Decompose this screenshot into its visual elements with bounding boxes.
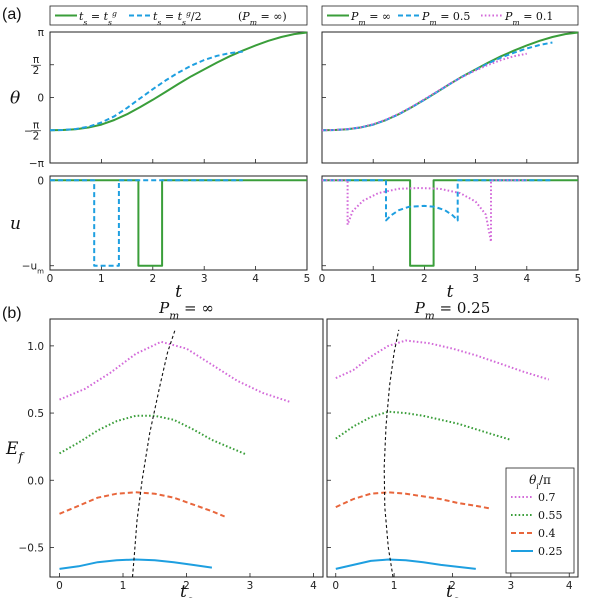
b-left-series-0-25 bbox=[59, 558, 213, 570]
legend-b-label-0: 0.7 bbox=[538, 491, 556, 504]
b-right-series-0-55 bbox=[335, 410, 512, 441]
a-bottom-right-xtick-label: 5 bbox=[575, 273, 582, 285]
b-left-ytick-label: 0.0 bbox=[27, 475, 44, 487]
b-left-ytick-label: −0.5 bbox=[19, 542, 45, 554]
b-right-series-guide bbox=[383, 329, 400, 578]
b-left-series-guide bbox=[131, 329, 176, 578]
legend-b-frame bbox=[505, 467, 575, 574]
a-top-left-axes-frame bbox=[49, 31, 308, 164]
b-right-xtick-label: 4 bbox=[566, 580, 573, 592]
b-right-title: Pm = 0.25 bbox=[414, 299, 491, 322]
legend-b-label-1: 0.55 bbox=[538, 509, 563, 522]
a-bottom-right-xtick-label: 0 bbox=[319, 273, 326, 285]
b-left-series-0-7 bbox=[59, 340, 292, 404]
a-bottom-left-xtick-label: 5 bbox=[304, 273, 311, 285]
a-bottom-right-series-p-m- bbox=[322, 179, 578, 267]
b-right-xtick-label: 0 bbox=[332, 580, 339, 592]
a-bottom-left-series-t-s-t-s-g bbox=[50, 179, 307, 267]
b-left-ytick-label: 0.5 bbox=[27, 408, 44, 420]
a-top-right-series-p-m-0-5 bbox=[321, 41, 553, 132]
b-left-xtick-label: 0 bbox=[56, 580, 63, 592]
b-right-xtick-label: 1 bbox=[391, 580, 398, 592]
b-left-series-0-55 bbox=[59, 414, 248, 456]
a-bottom-left-ytick-label: −um bbox=[22, 261, 44, 276]
a-top-left-ylabel: θ bbox=[10, 89, 20, 109]
a-top-right-axes-frame bbox=[321, 31, 579, 164]
a-bottom-right-xtick-label: 2 bbox=[421, 273, 428, 285]
b-left-ytick-label: 1.0 bbox=[27, 341, 44, 353]
b-right-xtick-label: 2 bbox=[449, 580, 456, 592]
a-bottom-right-xtick-label: 3 bbox=[472, 273, 479, 285]
b-left-xtick-label: 2 bbox=[183, 580, 190, 592]
a-top-left-ytick-label: − bbox=[24, 125, 33, 137]
b-left-series-0-4 bbox=[59, 491, 225, 518]
legend-b-label-2: 0.4 bbox=[538, 527, 556, 540]
legend-a-right-label-inf: Pm = ∞ bbox=[350, 10, 391, 27]
b-right-series-0-4 bbox=[335, 491, 491, 510]
a-top-left-ytick-label: π bbox=[33, 119, 40, 131]
legend-b-title: θi/π bbox=[529, 473, 551, 491]
b-right-xlabel: ts bbox=[446, 582, 459, 598]
legend-a-right-label-01: Pm = 0.1 bbox=[504, 10, 553, 27]
a-top-left-ytick-label: 2 bbox=[33, 130, 40, 142]
a-bottom-right-series-p-m-0-1 bbox=[322, 179, 527, 243]
a-top-right-series-p-m- bbox=[321, 31, 579, 132]
a-top-right-series-p-m-0-1 bbox=[321, 52, 527, 132]
legend-a-left-label-tsg2: ts = tsg/2 bbox=[153, 9, 202, 27]
legend-a-right-frame bbox=[321, 5, 579, 26]
b-left-xlabel: ts bbox=[180, 582, 193, 598]
a-bottom-left-xtick-label: 4 bbox=[252, 273, 259, 285]
b-left-ylabel: Ef bbox=[5, 439, 25, 464]
legend-a-left-note: (Pm = ∞) bbox=[238, 10, 287, 27]
b-left-title: Pm = ∞ bbox=[158, 299, 214, 322]
a-bottom-left-axes-frame bbox=[49, 175, 308, 271]
a-bottom-right-xtick-label: 4 bbox=[523, 273, 530, 285]
a-top-left-ytick-label: π bbox=[38, 27, 45, 39]
b-left-axes-frame bbox=[49, 318, 324, 578]
b-right-xtick-label: 3 bbox=[508, 580, 515, 592]
b-left-xtick-label: 4 bbox=[310, 580, 317, 592]
a-bottom-left-ylabel: u bbox=[10, 214, 21, 234]
a-top-left-series-t-s-t-s-g-2 bbox=[49, 50, 243, 132]
legend-a-left-frame bbox=[49, 5, 308, 26]
panel-label-a: (a) bbox=[2, 6, 22, 23]
a-top-left-ytick-label: 2 bbox=[33, 65, 40, 77]
legend-a-left-label-tsg: ts = tsg bbox=[79, 9, 117, 27]
b-left-xtick-label: 1 bbox=[120, 580, 127, 592]
a-bottom-right-xlabel: t bbox=[447, 282, 454, 302]
a-bottom-right-axes-frame bbox=[321, 175, 579, 271]
a-top-left-ytick-label: 0 bbox=[37, 93, 44, 105]
a-top-left-series-t-s-t-s-g bbox=[49, 31, 308, 132]
a-bottom-left-xtick-label: 2 bbox=[149, 273, 156, 285]
panel-label-b: (b) bbox=[2, 305, 22, 322]
a-bottom-right-xtick-label: 1 bbox=[370, 273, 377, 285]
a-bottom-left-ytick-label: 0 bbox=[37, 175, 44, 187]
a-bottom-left-xlabel: t bbox=[175, 282, 182, 302]
b-right-series-0-25 bbox=[335, 558, 476, 570]
a-bottom-left-series-t-s-t-s-g-2 bbox=[50, 179, 243, 267]
a-bottom-left-xtick-label: 0 bbox=[47, 273, 54, 285]
legend-b-label-3: 0.25 bbox=[538, 545, 563, 558]
a-bottom-left-xtick-label: 3 bbox=[201, 273, 208, 285]
a-top-left-ytick-label: π bbox=[33, 54, 40, 66]
b-right-series-0-7 bbox=[335, 339, 550, 381]
b-left-xtick-label: 3 bbox=[247, 580, 254, 592]
legend-a-right-label-05: Pm = 0.5 bbox=[421, 10, 470, 27]
a-top-left-ytick-label: −π bbox=[29, 158, 45, 170]
a-bottom-right-series-p-m-0-5 bbox=[322, 179, 553, 222]
a-bottom-left-xtick-label: 1 bbox=[98, 273, 105, 285]
